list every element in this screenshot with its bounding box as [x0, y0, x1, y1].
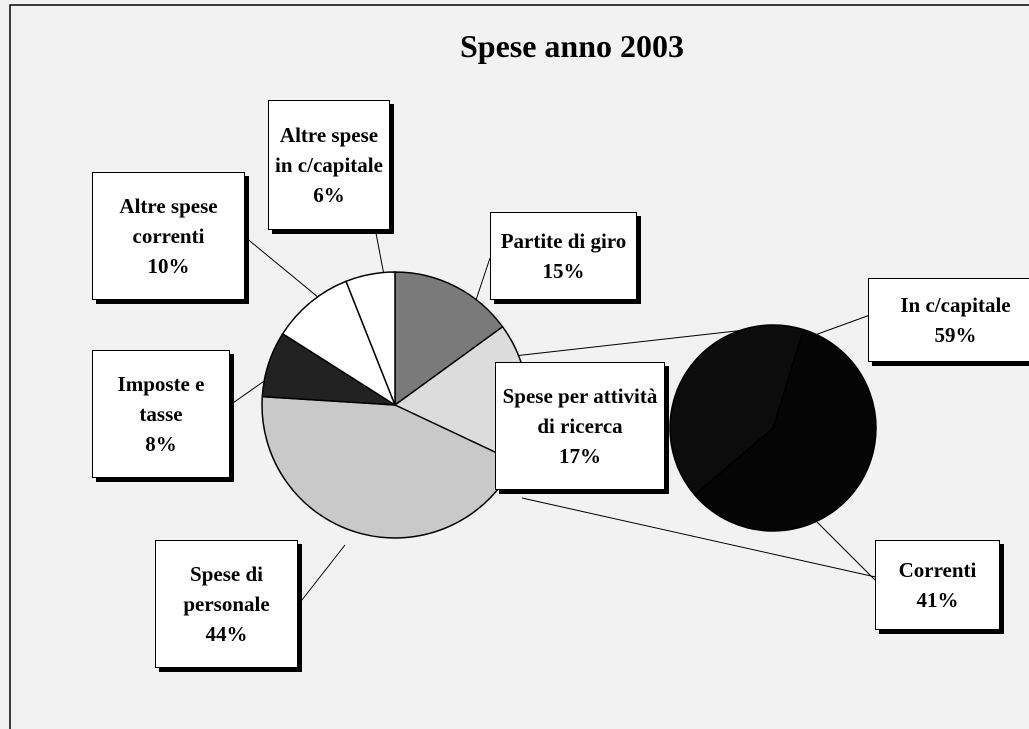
data-label: Altre spese in c/capitale 6% — [268, 100, 390, 230]
label-value: 44% — [205, 622, 248, 646]
data-label: Altre spese correnti 10% — [92, 172, 245, 300]
pie-slice — [394, 271, 504, 407]
leader-line — [297, 544, 346, 606]
pie-slice — [261, 395, 517, 539]
label-value: 59% — [934, 323, 977, 347]
label-value: 10% — [147, 254, 190, 278]
pie-slice — [281, 280, 397, 407]
label-value: 41% — [916, 588, 959, 612]
data-label: Spese di personale 44% — [155, 540, 298, 668]
label-name: Spese di personale — [183, 562, 270, 616]
data-label: In c/capitale 59% — [868, 278, 1029, 362]
leader-line — [814, 314, 871, 336]
data-label: Imposte e tasse 8% — [92, 350, 230, 478]
label-name: Correnti — [898, 558, 977, 582]
data-label: Spese per attività di ricerca 17% — [495, 362, 665, 490]
label-value: 17% — [559, 444, 601, 468]
data-label: Partite di giro 15% — [490, 212, 637, 300]
pie-slice — [669, 324, 805, 496]
label-value: 8% — [145, 432, 177, 456]
frame — [9, 4, 1029, 729]
pie-slice — [345, 271, 396, 406]
label-name: Imposte e tasse — [117, 372, 205, 426]
label-name: Partite di giro — [500, 229, 627, 253]
label-name: In c/capitale — [900, 293, 1011, 317]
label-name: Spese per attività di ricerca — [502, 384, 658, 438]
label-value: 15% — [542, 259, 585, 283]
data-label: Correnti 41% — [875, 540, 1000, 630]
leader-line — [244, 236, 331, 308]
pie-slice — [693, 328, 877, 532]
connector-lines — [513, 329, 881, 579]
label-name: Altre spese in c/capitale — [275, 123, 383, 177]
connector-line — [513, 329, 746, 357]
chart-title: Spese anno 2003 — [459, 28, 685, 64]
label-value: 6% — [313, 183, 345, 207]
connector-line — [521, 497, 881, 579]
label-name: Altre spese correnti — [119, 194, 218, 248]
